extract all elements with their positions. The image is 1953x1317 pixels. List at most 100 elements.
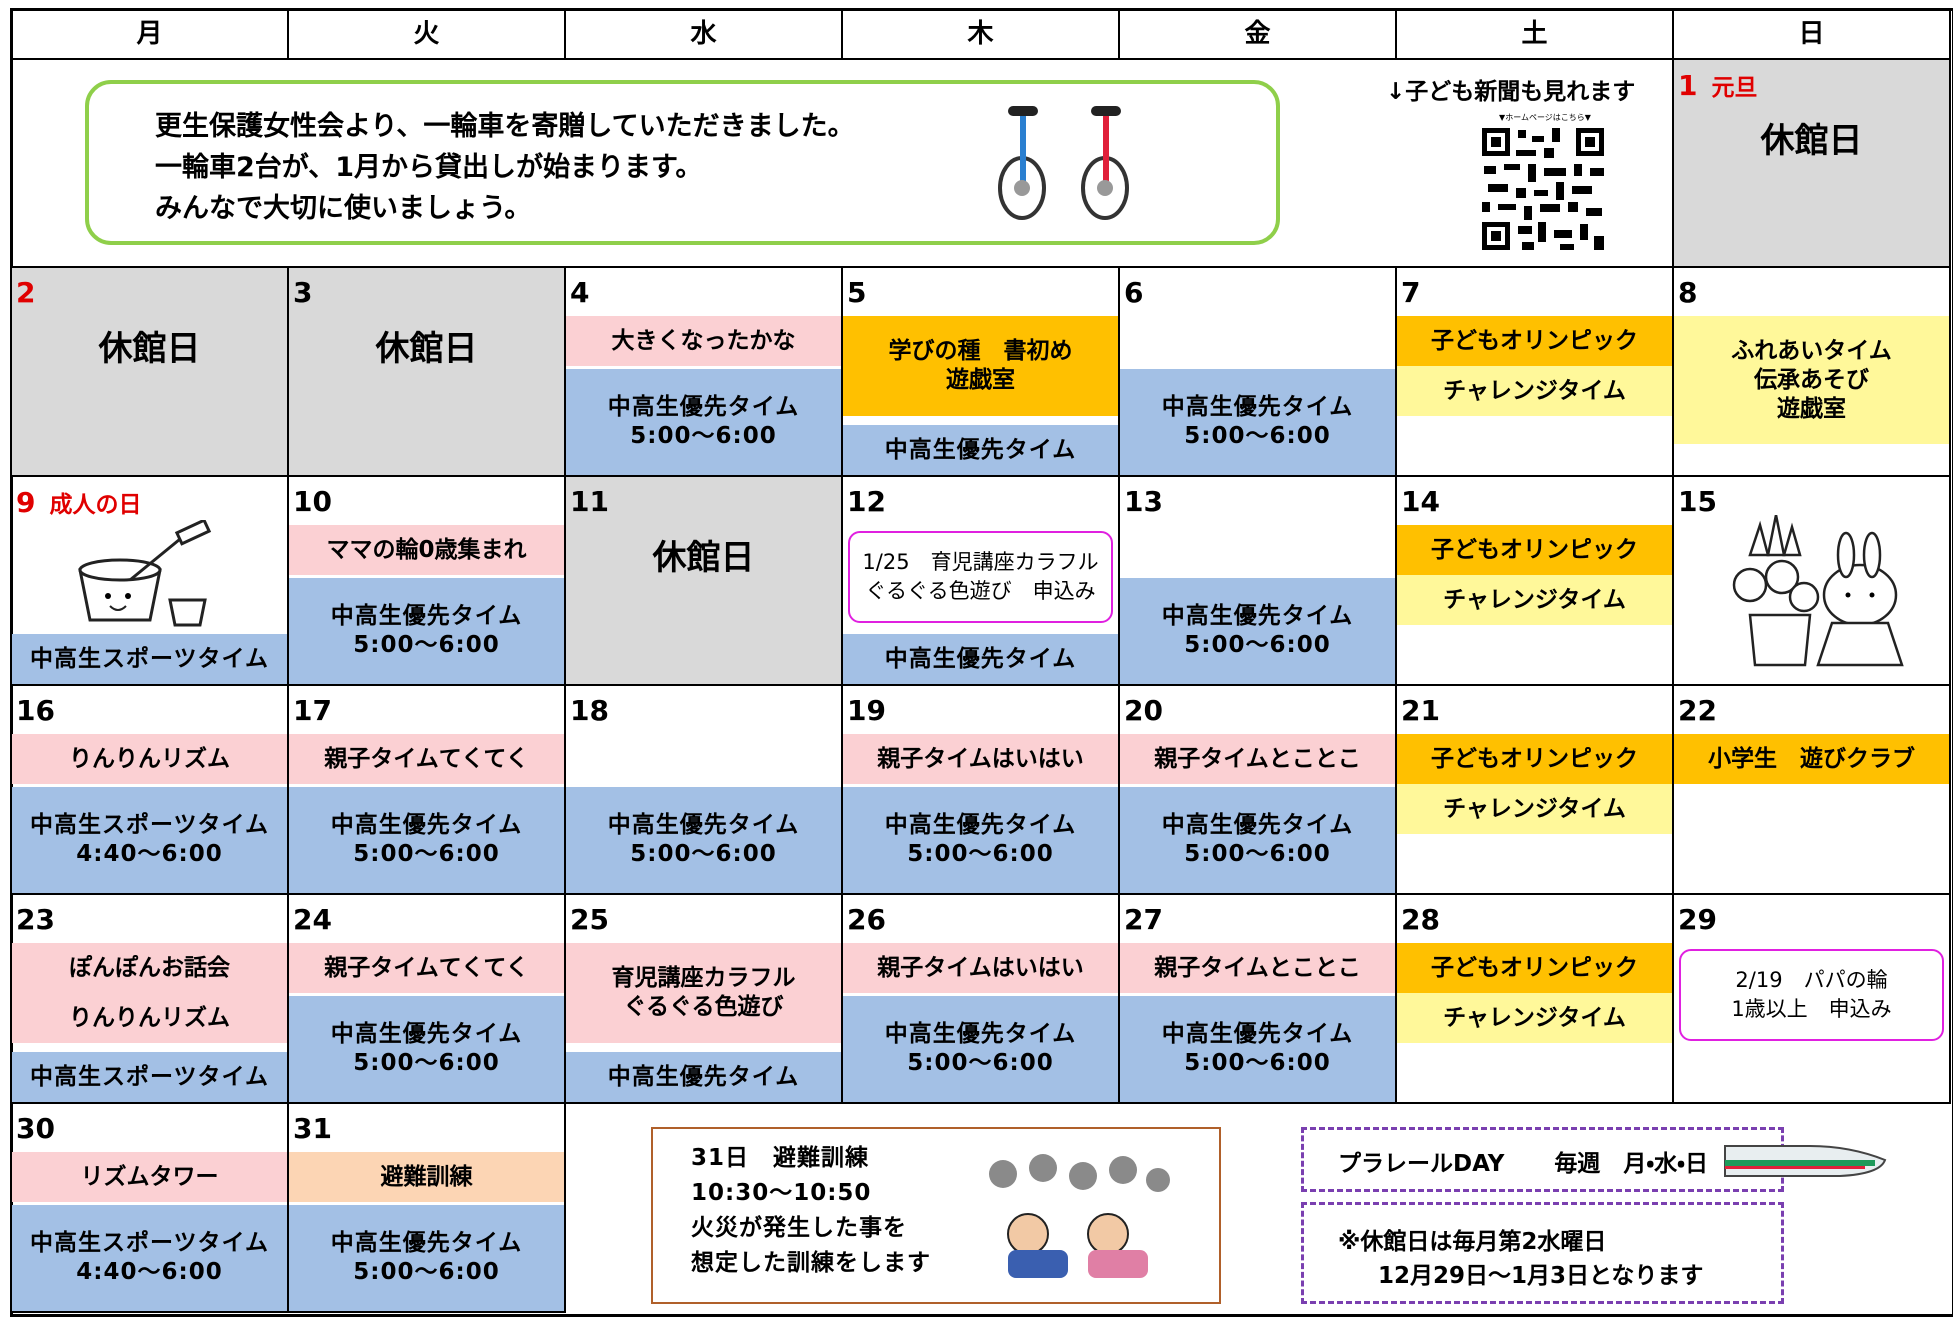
event-list: 中高生スポーツタイム xyxy=(12,525,287,684)
event-list: ふれあいタイム 伝承あそび 遊戯室 xyxy=(1674,316,1949,475)
event-line: 中高生優先タイム xyxy=(330,603,523,629)
day-header: 8 xyxy=(1674,268,1949,316)
event-list: 中高生優先タイム 5:00〜6:00 xyxy=(566,734,841,893)
event: 小学生 遊びクラブ xyxy=(1674,734,1949,784)
event-list xyxy=(1674,525,1949,684)
event: 子どもオリンピック xyxy=(1397,734,1672,784)
event-list xyxy=(12,416,287,476)
day-cell: 21 子どもオリンピック チャレンジタイム xyxy=(1397,686,1674,895)
event: 中高生スポーツタイム 4:40〜6:00 xyxy=(12,787,287,893)
date-number: 24 xyxy=(293,903,332,936)
event-line: チャレンジタイム xyxy=(1443,377,1626,404)
event-list: 2/19 パパの輪 1歳以上 申込み xyxy=(1674,943,1949,1102)
event-line: 中高生優先タイム xyxy=(1161,603,1354,629)
event: 中高生優先タイム 5:00〜6:00 xyxy=(289,1205,564,1311)
date-number: 30 xyxy=(16,1112,55,1145)
event: チャレンジタイム xyxy=(1397,575,1672,625)
weekday-header: 土 xyxy=(1397,10,1674,60)
event-list: 親子タイムとことこ中高生優先タイム 5:00〜6:00 xyxy=(1120,734,1395,893)
event-line: 親子タイムはいはい xyxy=(877,745,1084,772)
event-line: 中高生優先タイム xyxy=(1161,812,1354,838)
day-header: 28 xyxy=(1397,895,1672,943)
day-header: 5 xyxy=(843,268,1118,316)
day-header: 3 xyxy=(289,268,564,316)
day-header: 31 xyxy=(289,1104,564,1152)
day-cell: 23 ぽんぽんお話会 りんりんリズム 中高生スポーツタイム xyxy=(12,895,289,1104)
day-header: 10 xyxy=(289,477,564,525)
event-list: 中高生優先タイム 5:00〜6:00 xyxy=(1120,316,1395,475)
date-number: 8 xyxy=(1678,276,1698,309)
event: ぽんぽんお話会 xyxy=(12,943,287,993)
event-list: リズムタワー 中高生スポーツタイム 4:40〜6:00 xyxy=(12,1152,287,1311)
event: 中高生優先タイム 5:00〜6:00 xyxy=(843,996,1118,1102)
weekday-header: 木 xyxy=(843,10,1120,60)
event: チャレンジタイム xyxy=(1397,784,1672,834)
event: 子どもオリンピック xyxy=(1397,943,1672,993)
qr-code xyxy=(1478,124,1608,254)
closure-notice: ※休館日は毎月第2水曜日 12月29日〜1月3日となります xyxy=(1301,1202,1784,1304)
event: 中高生優先タイム 5:00〜6:00 xyxy=(289,578,564,684)
day-cell: 28 子どもオリンピックチャレンジタイム xyxy=(1397,895,1674,1104)
event-line: 親子タイムてくてく xyxy=(324,745,529,772)
event: 中高生優先タイム 5:00〜6:00 xyxy=(289,787,564,893)
event-line: 親子タイムとことこ xyxy=(1154,954,1361,981)
event: 中高生優先タイム 5:00〜6:00 xyxy=(566,369,841,475)
date-number: 7 xyxy=(1401,276,1421,309)
event-line: 4:40〜6:00 xyxy=(76,841,223,867)
event-line: 育児講座カラフル xyxy=(611,965,796,991)
event-line: 中高生優先タイム xyxy=(607,1063,800,1090)
date-number: 11 xyxy=(570,485,609,518)
date-number: 12 xyxy=(847,485,886,518)
day-header: 7 xyxy=(1397,268,1672,316)
date-number: 4 xyxy=(570,276,590,309)
date-number: 25 xyxy=(570,903,609,936)
drill-line: 31日 避難訓練 xyxy=(691,1145,870,1171)
drill-notice: 31日 避難訓練 10:30〜10:50 火災が発生した事を 想定した訓練をしま… xyxy=(651,1127,1221,1304)
event: 中高生優先タイム 5:00〜6:00 xyxy=(1120,787,1395,893)
paint-illustration xyxy=(78,520,212,627)
banner-box: 更生保護女性会より、一輪車を寄贈していただきました。 一輪車2台が、1月から貸出… xyxy=(85,80,1280,245)
weekday-header: 火 xyxy=(289,10,566,60)
event: 中高生優先タイム 5:00〜6:00 xyxy=(1120,996,1395,1102)
event-list xyxy=(1674,207,1949,266)
event-list: 中高生優先タイム 5:00〜6:00 xyxy=(1120,525,1395,684)
event-line: 小学生 遊びクラブ xyxy=(1708,745,1915,772)
day-cell: 2 休館日 xyxy=(12,268,289,477)
event-line: チャレンジタイム xyxy=(1443,1004,1626,1031)
event: 親子タイムとことこ xyxy=(1120,734,1395,784)
day-cell: 17 親子タイムてくてく 中高生優先タイム 5:00〜6:00 xyxy=(289,686,566,895)
drill-line: 想定した訓練をします xyxy=(691,1250,931,1276)
event-line: 中高生優先タイム xyxy=(1161,1021,1354,1047)
date-number: 2 xyxy=(16,276,36,309)
event-list: 親子タイムとことこ中高生優先タイム 5:00〜6:00 xyxy=(1120,943,1395,1102)
event-list: 子どもオリンピック チャレンジタイム xyxy=(1397,525,1672,684)
day-cell: 9 成人の日 中高生スポーツタイム xyxy=(12,477,289,686)
day-header: 12 xyxy=(843,477,1118,525)
event: リズムタワー xyxy=(12,1152,287,1202)
event-list: 子どもオリンピック チャレンジタイム xyxy=(1397,734,1672,893)
day-header: 1 元旦 xyxy=(1674,60,1949,108)
event-line: 5:00〜6:00 xyxy=(1184,841,1331,867)
event-line: 中高生スポーツタイム xyxy=(29,645,270,672)
date-number: 20 xyxy=(1124,694,1163,727)
event-list xyxy=(566,625,841,685)
closure-line: ※休館日は毎月第2水曜日 xyxy=(1338,1229,1607,1255)
event-list xyxy=(289,416,564,476)
event: 親子タイムはいはい xyxy=(843,734,1118,784)
event-list: 育児講座カラフル ぐるぐる色遊び 中高生優先タイム xyxy=(566,943,841,1102)
day-header: 22 xyxy=(1674,686,1949,734)
event: 中高生優先タイム 5:00〜6:00 xyxy=(289,996,564,1102)
event: 中高生スポーツタイム 4:40〜6:00 xyxy=(12,1205,287,1311)
day-cell: 12 1/25 育児講座カラフル ぐるぐる色遊び 申込み 中高生優先タイム xyxy=(843,477,1120,686)
day-header: 13 xyxy=(1120,477,1395,525)
day-cell: 14 子どもオリンピック チャレンジタイム xyxy=(1397,477,1674,686)
day-cell: 25 育児講座カラフル ぐるぐる色遊び 中高生優先タイム xyxy=(566,895,843,1104)
train-illustration xyxy=(1724,1145,1887,1177)
event-line: 中高生スポーツタイム xyxy=(29,812,270,838)
day-header: 6 xyxy=(1120,268,1395,316)
event-list: 親子タイムてくてく中高生優先タイム 5:00〜6:00 xyxy=(289,734,564,893)
event-list: りんりんリズム 中高生スポーツタイム 4:40〜6:00 xyxy=(12,734,287,893)
day-cell: 27 親子タイムとことこ 中高生優先タイム 5:00〜6:00 xyxy=(1120,895,1397,1104)
event: 中高生優先タイム 5:00〜6:00 xyxy=(843,787,1118,893)
event-line: 1歳以上 申込み xyxy=(1731,997,1892,1021)
